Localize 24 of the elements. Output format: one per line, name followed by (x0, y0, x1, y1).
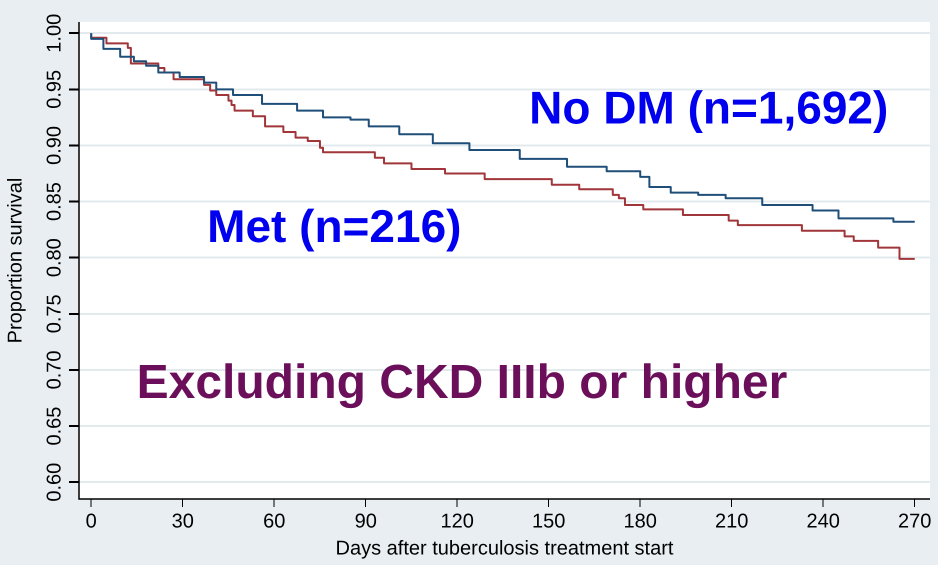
x-tick-label: 270 (898, 510, 932, 533)
y-tick-label: 1.00 (44, 14, 66, 53)
x-tick-label: 90 (354, 510, 377, 533)
series-label: No DM (n=1,692) (529, 81, 888, 134)
y-tick-label: 0.60 (44, 462, 66, 502)
y-tick-label: 0.70 (44, 350, 66, 390)
x-tick-label: 30 (172, 510, 194, 533)
y-tick-label: 0.75 (44, 294, 66, 334)
y-tick-label: 0.90 (44, 126, 66, 165)
annotation: Excluding CKD IIIb or higher (136, 356, 788, 409)
y-tick-label: 0.95 (44, 70, 66, 109)
series-label: Met (n=216) (207, 200, 462, 252)
y-axis-title: Proportion survival (4, 178, 27, 344)
x-tick-label: 210 (715, 510, 748, 533)
x-tick-label: 120 (440, 510, 474, 533)
x-tick-label: 180 (624, 510, 657, 533)
x-tick-label: 60 (263, 510, 286, 533)
x-tick-label: 150 (532, 510, 566, 533)
y-tick-label: 0.65 (44, 406, 66, 446)
x-axis-title: Days after tuberculosis treatment start (336, 538, 674, 560)
y-tick-label: 0.80 (44, 238, 66, 278)
x-tick-label: 240 (806, 510, 840, 533)
y-tick-label: 0.85 (44, 182, 66, 222)
x-tick-label: 0 (86, 510, 97, 533)
